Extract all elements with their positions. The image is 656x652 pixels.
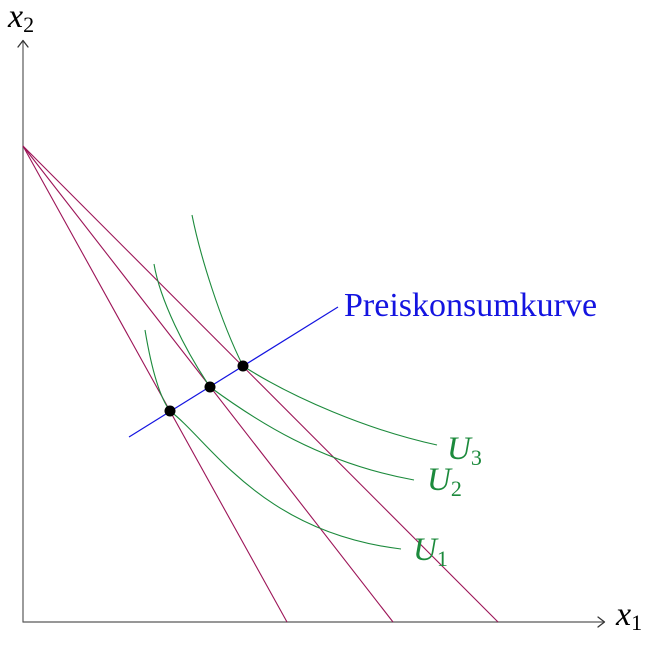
svg-text:U1: U1 [413,532,448,571]
svg-text:U3: U3 [447,431,482,470]
svg-text:Preiskonsumkurve: Preiskonsumkurve [344,287,597,324]
svg-text:x1: x1 [615,596,642,635]
svg-text:U2: U2 [427,462,462,501]
svg-text:x2: x2 [7,0,34,37]
